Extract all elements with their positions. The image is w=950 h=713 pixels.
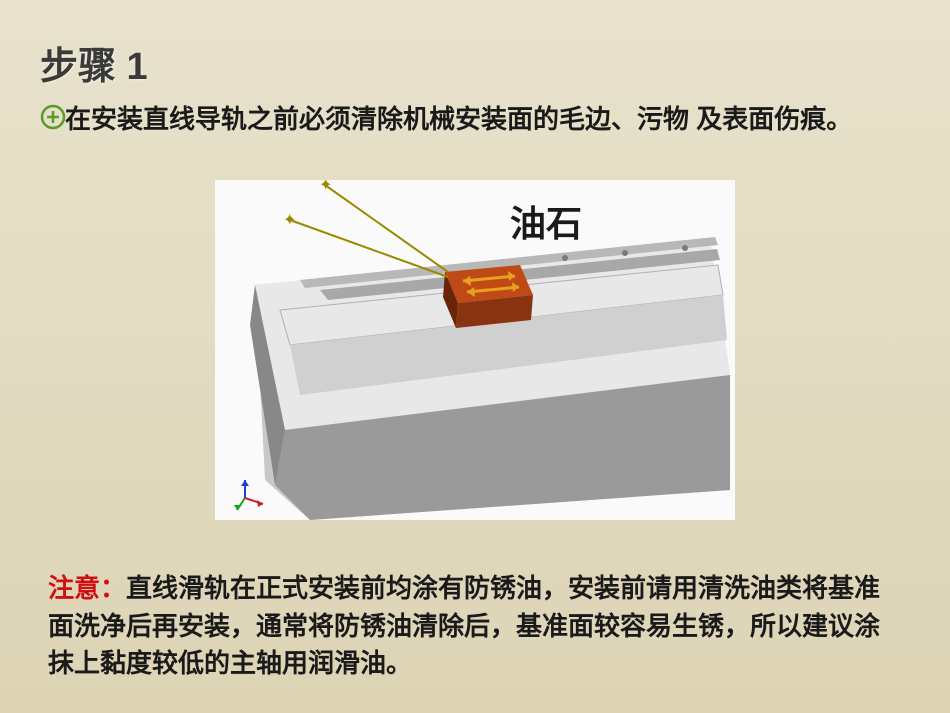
note-block: 注意：直线滑轨在正式安装前均涂有防锈油，安装前请用清洗油类将基准面洗净后再安装，…	[48, 570, 903, 683]
note-text: 直线滑轨在正式安装前均涂有防锈油，安装前请用清洗油类将基准面洗净后再安装，通常将…	[48, 573, 880, 678]
slide-title: 步骤 1	[40, 35, 148, 90]
bullet-text: 在安装直线导轨之前必须清除机械安装面的毛边、污物 及表面伤痕。	[40, 100, 910, 139]
diagram-annotation-label: 油石	[510, 195, 582, 247]
diagram-image: ✦ ✦	[215, 180, 735, 520]
axis-gizmo-icon	[234, 480, 263, 510]
bullet-block: 在安装直线导轨之前必须清除机械安装面的毛边、污物 及表面伤痕。	[40, 100, 910, 139]
oilstone-block	[443, 265, 533, 328]
svg-text:✦: ✦	[283, 212, 296, 229]
svg-text:✦: ✦	[319, 180, 332, 194]
note-label: 注意：	[48, 573, 126, 603]
plus-circle-icon	[40, 104, 66, 130]
spark-icon: ✦ ✦	[283, 180, 448, 277]
